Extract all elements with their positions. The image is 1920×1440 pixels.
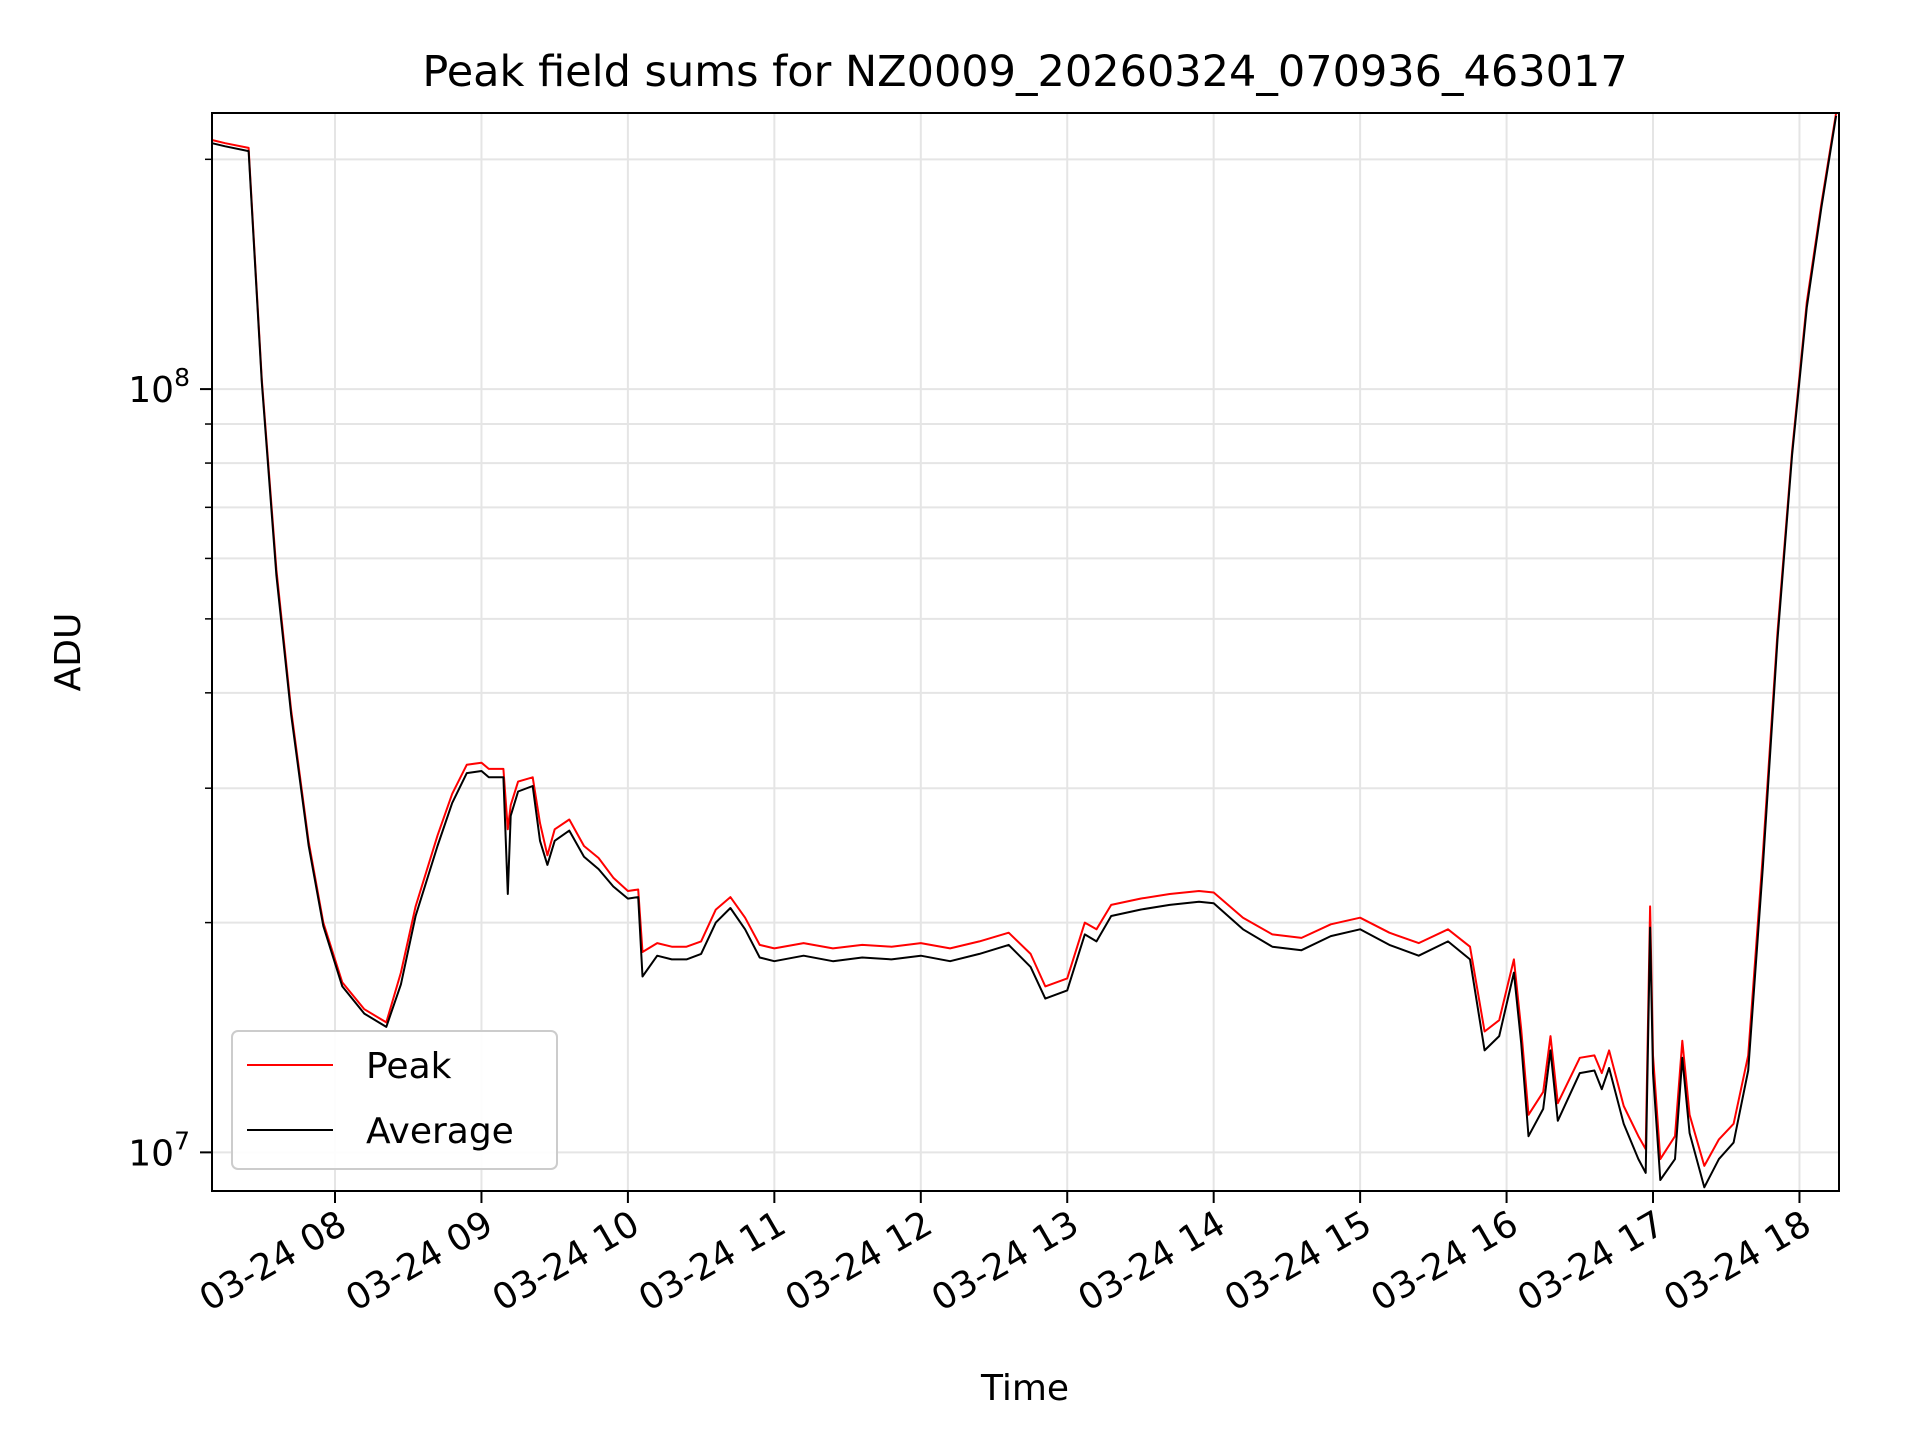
average-series-line [211, 115, 1838, 1189]
y-axis-label: ADU [48, 613, 89, 692]
y-tick-label: 107 [128, 1126, 190, 1174]
y-tick-exponent: 7 [174, 1126, 190, 1155]
series-layer [211, 112, 1838, 1189]
legend-peak-label: Peak [366, 1046, 452, 1087]
y-tick-exponent: 8 [174, 363, 190, 392]
plot-area-frame [211, 112, 1840, 1192]
y-tick-label: 108 [128, 363, 190, 411]
y-tick-base: 10 [128, 1133, 174, 1174]
peak-series-line [211, 112, 1838, 1167]
y-tick-base: 10 [128, 370, 174, 411]
legend-average-label: Average [366, 1111, 514, 1152]
legend: Peak Average [231, 1030, 558, 1170]
chart-title: Peak field sums for NZ0009_20260324_0709… [422, 47, 1627, 97]
x-axis-label: Time [980, 1368, 1069, 1409]
grid [212, 113, 1839, 1191]
